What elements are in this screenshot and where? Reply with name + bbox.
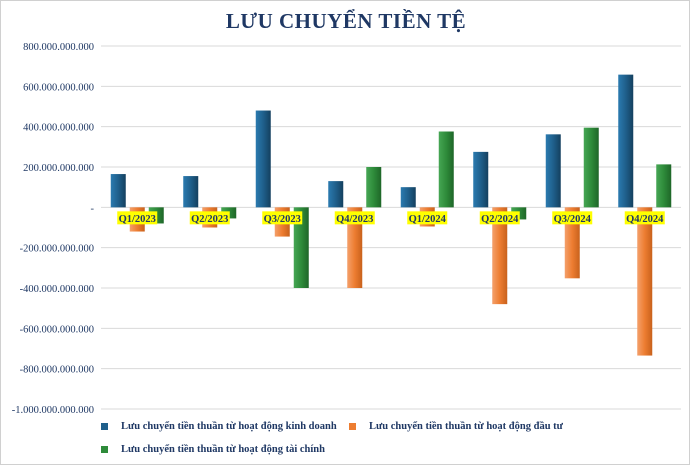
bar-operating <box>255 110 271 208</box>
bar-operating <box>473 151 489 208</box>
category-label: Q2/2024 <box>481 214 519 225</box>
bar-financing <box>366 167 382 208</box>
category-label-highlight <box>334 211 375 225</box>
y-tick-label: -200.000.000.000 <box>20 244 94 255</box>
y-tick-label: 800.000.000.000 <box>23 42 94 53</box>
category-label-highlight <box>479 211 520 225</box>
bar-financing <box>583 127 599 208</box>
y-tick-label: -800.000.000.000 <box>20 365 94 376</box>
category-label: Q2/2023 <box>191 214 228 225</box>
legend-swatch-investing <box>349 423 356 430</box>
bar-financing <box>293 207 309 288</box>
legend-item-investing: Lưu chuyển tiền thuần từ hoạt động đầu t… <box>349 421 563 432</box>
category-label-highlight <box>552 211 593 225</box>
legend-swatch-operating <box>101 423 108 430</box>
category-label: Q1/2023 <box>119 214 156 225</box>
legend-label-investing: Lưu chuyển tiền thuần từ hoạt động đầu t… <box>369 421 563 432</box>
bar-financing <box>438 131 454 208</box>
bar-operating <box>400 187 416 208</box>
legend-item-operating: Lưu chuyển tiền thuần từ hoạt động kinh … <box>101 421 337 432</box>
bar-chart: 800.000.000.000 600.000.000.000 400.000.00… <box>12 42 681 416</box>
bar-financing <box>656 164 672 208</box>
chart-title: LƯU CHUYỂN TIỀN TỆ <box>225 9 467 33</box>
bar-operating <box>183 176 199 208</box>
bar-operating <box>618 74 634 208</box>
legend-label-operating: Lưu chuyển tiền thuần từ hoạt động kinh … <box>121 421 337 432</box>
category-label-highlight <box>117 211 158 225</box>
bar-investing <box>347 207 363 288</box>
category-label: Q4/2024 <box>626 214 664 225</box>
legend-label-financing: Lưu chuyển tiền thuần từ hoạt động tài c… <box>121 444 325 455</box>
legend-swatch-financing <box>101 446 108 453</box>
bar-investing <box>492 207 508 305</box>
bar-investing <box>564 207 580 279</box>
y-tick-label: 400.000.000.000 <box>23 123 94 134</box>
bar-operating <box>110 174 126 208</box>
category-label: Q1/2024 <box>409 214 447 225</box>
category-label: Q3/2024 <box>554 214 592 225</box>
y-tick-label: 200.000.000.000 <box>23 163 94 174</box>
bar-investing <box>637 207 653 356</box>
y-tick-label: -400.000.000.000 <box>20 284 94 295</box>
bar-operating <box>545 134 561 208</box>
category-label: Q3/2023 <box>264 214 301 225</box>
category-label-highlight <box>407 211 448 225</box>
category-label: Q4/2023 <box>336 214 373 225</box>
bar-operating <box>328 181 344 208</box>
category-label-highlight <box>624 211 665 225</box>
category-label-highlight <box>262 211 303 225</box>
legend-item-financing: Lưu chuyển tiền thuần từ hoạt động tài c… <box>101 444 325 455</box>
y-tick-label: - <box>91 203 95 214</box>
y-tick-label: -1.000.000.000.000 <box>12 405 94 416</box>
category-label-highlight <box>189 211 230 225</box>
y-tick-label: 600.000.000.000 <box>23 82 94 93</box>
y-tick-label: -600.000.000.000 <box>20 324 94 335</box>
